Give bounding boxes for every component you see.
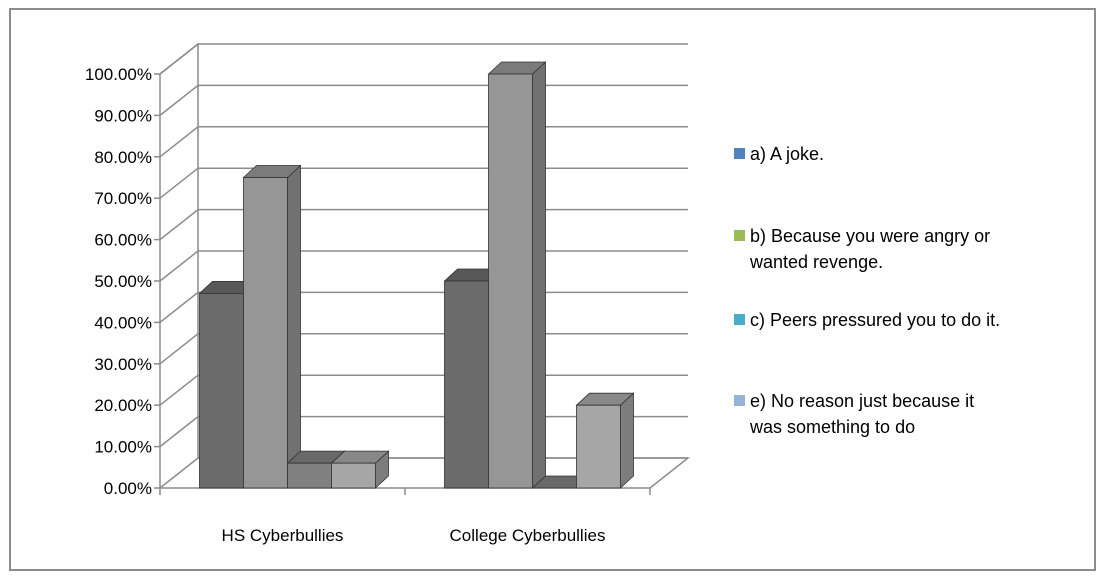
legend-swatch [734,395,745,406]
y-tick-label: 70.00% [94,189,152,208]
y-tick-label: 60.00% [94,231,152,250]
gridline [159,43,688,75]
bar-side [620,392,634,489]
bar-side [287,164,301,489]
legend-label: c) Peers pressured you to do it. [750,310,1000,330]
x-category-label: HS Cyberbullies [222,526,344,545]
y-tick-label: 30.00% [94,355,152,374]
bar [576,404,621,489]
bar [331,462,376,489]
gridline [159,84,688,116]
y-tick-label: 0.00% [104,479,152,498]
legend-label: b) Because you were angry or [750,226,990,246]
gridline [159,208,688,241]
y-tick-label: 80.00% [94,148,152,167]
bar-side [532,61,546,489]
x-category-label: College Cyberbullies [450,526,606,545]
legend-swatch [734,148,745,159]
bar [199,293,244,489]
legend-label: wanted revenge. [749,252,883,272]
legend-label: e) No reason just because it [750,391,974,411]
y-tick-label: 100.00% [85,65,152,84]
gridline [159,126,688,158]
legend-label: was something to do [749,417,915,437]
bar [488,73,533,489]
legend-swatch [734,230,745,241]
bar [444,280,489,489]
legend-label: a) A joke. [750,144,824,164]
y-tick-label: 40.00% [94,313,152,332]
y-tick-label: 50.00% [94,272,152,291]
y-tick-label: 90.00% [94,106,152,125]
bar [287,462,332,489]
gridline [159,167,688,199]
y-tick-label: 20.00% [94,396,152,415]
legend-swatch [734,314,745,325]
y-tick-label: 10.00% [94,438,152,457]
bar [243,177,288,489]
gridline [159,250,688,282]
back-wall-edge [159,42,199,458]
